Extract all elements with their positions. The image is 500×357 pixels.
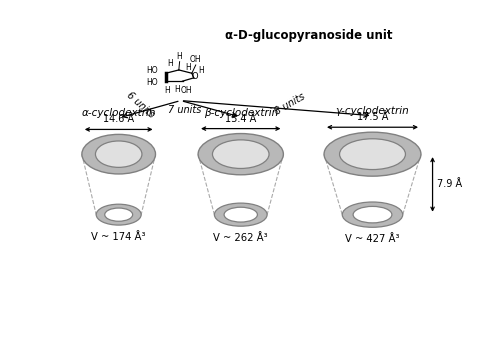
Text: H: H: [185, 63, 191, 72]
Text: 8 units: 8 units: [273, 91, 307, 117]
Ellipse shape: [82, 134, 156, 174]
Text: β-cyclodextrin: β-cyclodextrin: [204, 107, 278, 117]
Text: α-cyclodextrin: α-cyclodextrin: [82, 109, 156, 119]
Ellipse shape: [214, 203, 267, 226]
Text: V ~ 174 Å³: V ~ 174 Å³: [92, 232, 146, 242]
Text: 15.4 Å: 15.4 Å: [225, 114, 256, 124]
Text: H: H: [198, 66, 204, 75]
Text: 7.5–8.3 Å: 7.5–8.3 Å: [350, 143, 395, 152]
Ellipse shape: [224, 207, 258, 222]
Text: HO: HO: [146, 78, 158, 87]
Text: HO: HO: [146, 66, 158, 75]
Ellipse shape: [353, 206, 392, 223]
Ellipse shape: [212, 140, 269, 169]
Text: V ~ 427 Å³: V ~ 427 Å³: [345, 234, 400, 244]
Text: 17.5 Å: 17.5 Å: [357, 112, 388, 122]
Text: H: H: [176, 52, 182, 61]
Ellipse shape: [96, 204, 141, 225]
Text: 7.9 Å: 7.9 Å: [437, 180, 462, 190]
Ellipse shape: [198, 134, 284, 175]
Text: 6.0–6.5 Å: 6.0–6.5 Å: [218, 143, 263, 152]
Ellipse shape: [96, 141, 142, 167]
Text: 7 units: 7 units: [168, 105, 201, 115]
Text: H: H: [174, 85, 180, 94]
Ellipse shape: [342, 202, 402, 227]
Text: O: O: [192, 72, 198, 81]
Text: OH: OH: [180, 86, 192, 95]
Text: 4.7–5.3 Å: 4.7–5.3 Å: [96, 143, 141, 152]
Text: α-D-glucopyranoside unit: α-D-glucopyranoside unit: [225, 30, 393, 42]
Ellipse shape: [340, 139, 406, 170]
Ellipse shape: [324, 132, 421, 176]
Text: H: H: [168, 59, 173, 68]
Text: H: H: [164, 86, 170, 95]
Ellipse shape: [104, 208, 132, 221]
Text: V ~ 262 Å³: V ~ 262 Å³: [214, 233, 268, 243]
Text: γ-cyclodextrin: γ-cyclodextrin: [336, 106, 409, 116]
Text: 6 units: 6 units: [124, 90, 156, 120]
Text: OH: OH: [190, 55, 202, 64]
Text: 14.6 Å: 14.6 Å: [103, 115, 134, 125]
